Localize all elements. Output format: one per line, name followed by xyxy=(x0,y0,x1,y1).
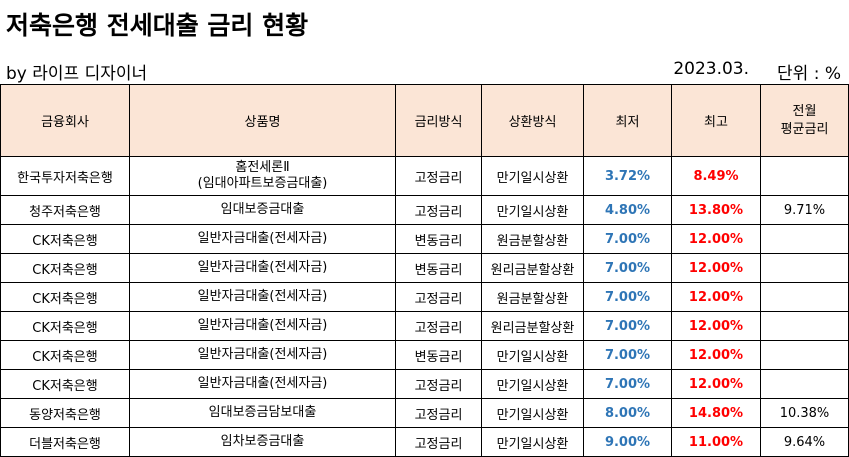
cell-avg xyxy=(760,253,849,283)
header-avg-line1: 전월 xyxy=(792,103,817,119)
table-body: 한국투자저축은행 홈전세론Ⅱ (임대아파트보증금대출) 고정금리 만기일시상환 3… xyxy=(0,156,849,457)
cell-product: 임대보증금대출 xyxy=(129,195,396,225)
cell-avg xyxy=(760,224,849,254)
cell-rate-type: 고정금리 xyxy=(395,156,482,196)
cell-product: 임차보증금대출 xyxy=(129,427,396,457)
cell-max: 12.00% xyxy=(671,340,761,370)
header-company: 금융회사 xyxy=(0,84,130,157)
header-rate-type: 금리방식 xyxy=(395,84,482,157)
cell-company: 동양저축은행 xyxy=(0,398,130,428)
cell-min: 7.00% xyxy=(583,253,672,283)
cell-company: CK저축은행 xyxy=(0,224,130,254)
cell-avg xyxy=(760,311,849,341)
cell-product: 임대보증금담보대출 xyxy=(129,398,396,428)
cell-repayment: 만기일시상환 xyxy=(481,340,584,370)
cell-max: 12.00% xyxy=(671,369,761,399)
cell-avg xyxy=(760,282,849,312)
cell-company: 더블저축은행 xyxy=(0,427,130,457)
cell-product-line2: (임대아파트보증금대출) xyxy=(197,176,328,191)
table-row: 한국투자저축은행 홈전세론Ⅱ (임대아파트보증금대출) 고정금리 만기일시상환 3… xyxy=(0,156,849,196)
cell-avg: 9.71% xyxy=(760,195,849,225)
cell-repayment: 만기일시상환 xyxy=(481,398,584,428)
cell-company: CK저축은행 xyxy=(0,340,130,370)
cell-max: 13.80% xyxy=(671,195,761,225)
cell-company: CK저축은행 xyxy=(0,311,130,341)
cell-rate-type: 고정금리 xyxy=(395,398,482,428)
table-row: CK저축은행 일반자금대출(전세자금) 고정금리 원금분할상환 7.00% 12… xyxy=(0,282,849,312)
cell-product: 일반자금대출(전세자금) xyxy=(129,369,396,399)
cell-repayment: 만기일시상환 xyxy=(481,427,584,457)
cell-product: 일반자금대출(전세자금) xyxy=(129,224,396,254)
cell-product: 일반자금대출(전세자금) xyxy=(129,253,396,283)
cell-repayment: 만기일시상환 xyxy=(481,195,584,225)
cell-avg: 9.64% xyxy=(760,427,849,457)
cell-avg xyxy=(760,156,849,196)
cell-min: 9.00% xyxy=(583,427,672,457)
date-label: 2023.03. xyxy=(673,59,750,79)
cell-max: 11.00% xyxy=(671,427,761,457)
cell-company: 청주저축은행 xyxy=(0,195,130,225)
table-row: CK저축은행 일반자금대출(전세자금) 변동금리 원리금분할상환 7.00% 1… xyxy=(0,253,849,283)
cell-min: 3.72% xyxy=(583,156,672,196)
byline: by 라이프 디자이너 xyxy=(6,64,148,84)
table-row: CK저축은행 일반자금대출(전세자금) 고정금리 원리금분할상환 7.00% 1… xyxy=(0,311,849,341)
cell-company: CK저축은행 xyxy=(0,369,130,399)
cell-min: 8.00% xyxy=(583,398,672,428)
cell-max: 12.00% xyxy=(671,311,761,341)
cell-max: 8.49% xyxy=(671,156,761,196)
cell-company: CK저축은행 xyxy=(0,253,130,283)
table-row: 더블저축은행 임차보증금대출 고정금리 만기일시상환 9.00% 11.00% … xyxy=(0,427,849,457)
cell-product: 일반자금대출(전세자금) xyxy=(129,340,396,370)
cell-repayment: 만기일시상환 xyxy=(481,369,584,399)
cell-company: CK저축은행 xyxy=(0,282,130,312)
cell-product: 일반자금대출(전세자금) xyxy=(129,311,396,341)
cell-avg xyxy=(760,340,849,370)
unit-label: 단위 : % xyxy=(777,64,841,84)
cell-rate-type: 변동금리 xyxy=(395,340,482,370)
header-avg-line2: 평균금리 xyxy=(780,121,829,137)
header-max: 최고 xyxy=(671,84,761,157)
table-row: CK저축은행 일반자금대출(전세자금) 변동금리 만기일시상환 7.00% 12… xyxy=(0,340,849,370)
cell-min: 7.00% xyxy=(583,369,672,399)
cell-repayment: 원리금분할상환 xyxy=(481,253,584,283)
cell-repayment: 만기일시상환 xyxy=(481,156,584,196)
header-product: 상품명 xyxy=(129,84,396,157)
cell-min: 7.00% xyxy=(583,282,672,312)
table-row: CK저축은행 일반자금대출(전세자금) 고정금리 만기일시상환 7.00% 12… xyxy=(0,369,849,399)
cell-max: 12.00% xyxy=(671,253,761,283)
cell-repayment: 원리금분할상환 xyxy=(481,311,584,341)
cell-product: 일반자금대출(전세자금) xyxy=(129,282,396,312)
cell-product: 홈전세론Ⅱ (임대아파트보증금대출) xyxy=(129,156,396,196)
cell-max: 14.80% xyxy=(671,398,761,428)
cell-rate-type: 고정금리 xyxy=(395,282,482,312)
cell-max: 12.00% xyxy=(671,224,761,254)
cell-min: 7.00% xyxy=(583,340,672,370)
header-repayment: 상환방식 xyxy=(481,84,584,157)
page-title: 저축은행 전세대출 금리 현황 xyxy=(6,11,309,40)
cell-rate-type: 변동금리 xyxy=(395,224,482,254)
cell-product-line1: 홈전세론Ⅱ xyxy=(235,160,290,175)
cell-min: 7.00% xyxy=(583,224,672,254)
table-row: 동양저축은행 임대보증금담보대출 고정금리 만기일시상환 8.00% 14.80… xyxy=(0,398,849,428)
cell-rate-type: 고정금리 xyxy=(395,311,482,341)
cell-repayment: 원금분할상환 xyxy=(481,224,584,254)
table-row: 청주저축은행 임대보증금대출 고정금리 만기일시상환 4.80% 13.80% … xyxy=(0,195,849,225)
table-meta: 2023.03. 단위 : % xyxy=(673,59,841,84)
cell-max: 12.00% xyxy=(671,282,761,312)
cell-rate-type: 고정금리 xyxy=(395,369,482,399)
cell-avg: 10.38% xyxy=(760,398,849,428)
header-min: 최저 xyxy=(583,84,672,157)
cell-rate-type: 고정금리 xyxy=(395,427,482,457)
cell-rate-type: 변동금리 xyxy=(395,253,482,283)
table-row: CK저축은행 일반자금대출(전세자금) 변동금리 원금분할상환 7.00% 12… xyxy=(0,224,849,254)
cell-company: 한국투자저축은행 xyxy=(0,156,130,196)
cell-repayment: 원금분할상환 xyxy=(481,282,584,312)
cell-avg xyxy=(760,369,849,399)
cell-rate-type: 고정금리 xyxy=(395,195,482,225)
cell-min: 7.00% xyxy=(583,311,672,341)
cell-min: 4.80% xyxy=(583,195,672,225)
